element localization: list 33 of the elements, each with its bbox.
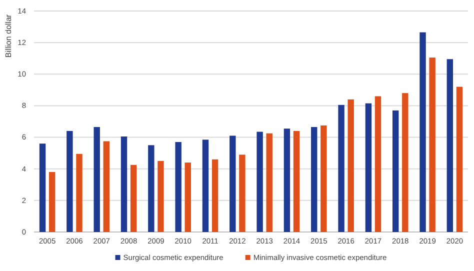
bar <box>158 160 164 232</box>
bar <box>348 99 354 232</box>
bar <box>175 142 182 232</box>
bar <box>94 127 100 232</box>
bar <box>239 154 246 232</box>
bar <box>365 103 372 232</box>
bar <box>284 128 290 232</box>
bar <box>266 133 272 232</box>
bar <box>402 93 408 232</box>
bar <box>48 172 56 232</box>
bar <box>392 110 399 232</box>
y-axis-title: Billion dollar <box>4 14 13 58</box>
bar <box>66 130 73 232</box>
bar <box>293 130 300 232</box>
bar <box>148 145 154 232</box>
bar <box>184 162 191 232</box>
bar <box>374 96 382 232</box>
bar <box>120 136 128 232</box>
bar <box>311 127 318 232</box>
bar <box>230 136 236 232</box>
bar <box>320 125 327 232</box>
bar <box>338 104 344 232</box>
bar <box>39 144 46 232</box>
bar <box>446 59 454 232</box>
bar <box>103 141 110 232</box>
bar <box>256 132 263 232</box>
bar <box>456 86 463 232</box>
bar <box>420 32 426 232</box>
bar <box>212 159 218 232</box>
bar <box>76 154 82 232</box>
bar <box>429 58 436 232</box>
bar <box>130 164 137 232</box>
bar <box>202 140 209 232</box>
